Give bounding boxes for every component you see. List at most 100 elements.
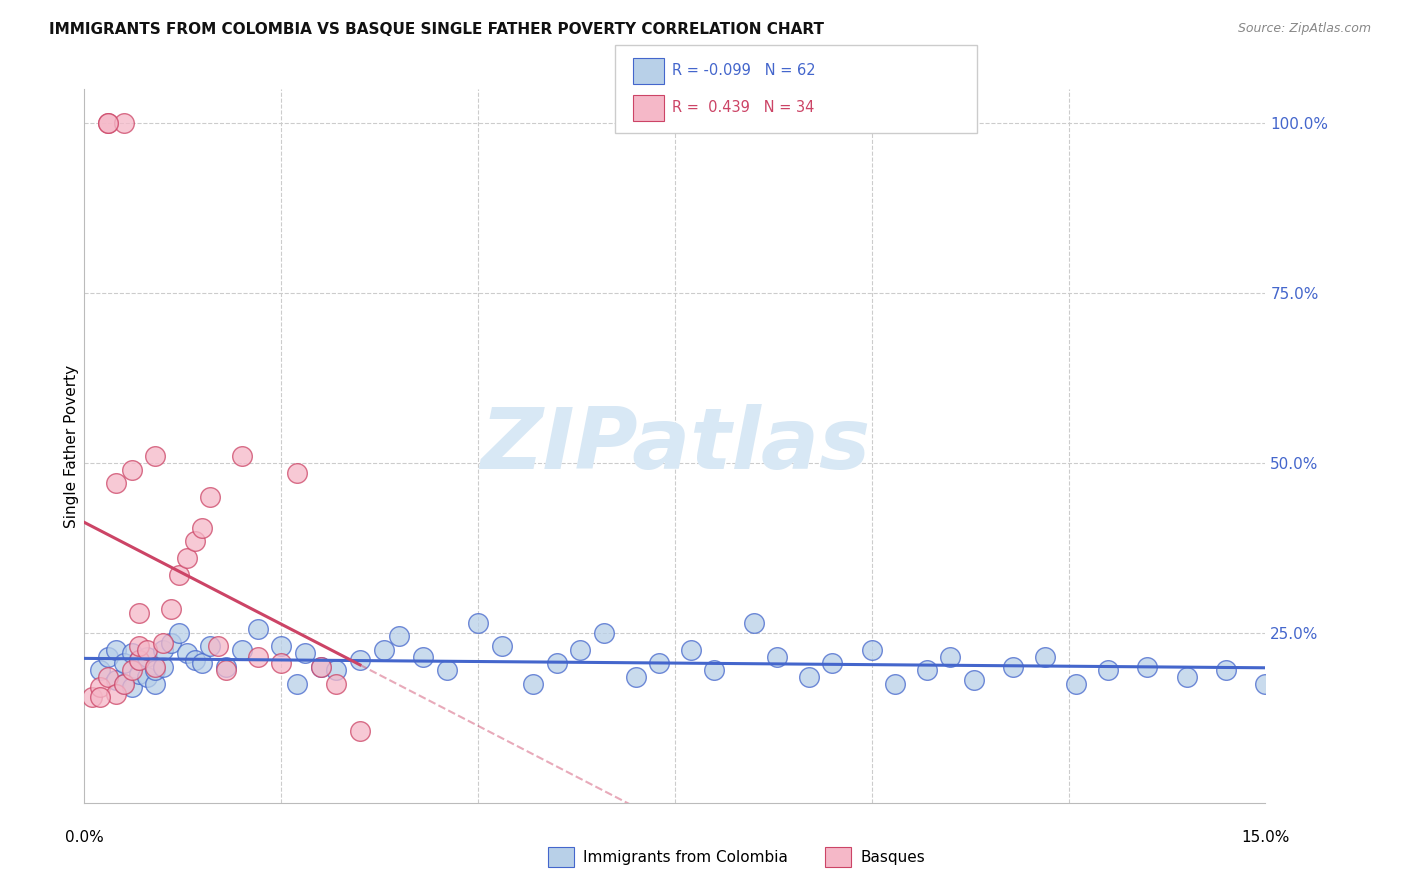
Point (215, 663, 238, 677)
Point (821, 657, 844, 671)
Point (89, 690, 111, 705)
Point (97, 670, 120, 684)
Point (136, 670, 159, 684)
Point (191, 520, 214, 534)
Point (325, 663, 347, 677)
Point (143, 660, 166, 674)
Point (436, 663, 458, 677)
Point (121, 463, 143, 477)
Point (285, 466, 308, 480)
Point (294, 646, 316, 660)
Point (467, 615, 489, 630)
Point (939, 649, 962, 664)
Point (112, 657, 135, 671)
Point (121, 680, 143, 694)
Point (1254, 677, 1277, 691)
Point (1215, 663, 1237, 677)
Point (648, 657, 671, 671)
Point (349, 653, 371, 667)
Point (766, 649, 789, 664)
Point (593, 626, 616, 640)
Point (128, 653, 150, 667)
Y-axis label: Single Father Poverty: Single Father Poverty (63, 365, 79, 527)
Point (89, 680, 111, 694)
Point (136, 643, 159, 657)
Point (152, 660, 174, 674)
Point (104, 643, 127, 657)
Point (97, 116, 120, 130)
Point (128, 666, 150, 681)
Point (309, 660, 332, 674)
Point (207, 640, 229, 654)
Point (1033, 649, 1056, 664)
Point (624, 670, 647, 684)
Point (176, 551, 198, 566)
Point (128, 606, 150, 620)
Point (128, 640, 150, 654)
Point (270, 657, 292, 671)
Text: 15.0%: 15.0% (1241, 830, 1289, 845)
Point (325, 677, 347, 691)
Point (679, 643, 702, 657)
Text: R =  0.439   N = 34: R = 0.439 N = 34 (672, 100, 814, 115)
Point (121, 646, 143, 660)
Point (200, 640, 222, 654)
Text: 0.0%: 0.0% (65, 830, 104, 845)
Point (742, 615, 765, 630)
Text: Immigrants from Colombia: Immigrants from Colombia (583, 850, 789, 864)
Point (200, 490, 222, 504)
Point (112, 677, 135, 691)
Point (309, 660, 332, 674)
Point (183, 653, 205, 667)
Point (270, 640, 292, 654)
Point (143, 663, 166, 677)
Text: R = -0.099   N = 62: R = -0.099 N = 62 (672, 63, 815, 78)
Text: Basques: Basques (860, 850, 925, 864)
Point (160, 636, 183, 650)
Point (246, 623, 269, 637)
Point (963, 673, 986, 688)
Point (1175, 670, 1198, 684)
Point (522, 677, 544, 691)
Point (143, 677, 166, 691)
Point (112, 116, 135, 130)
Point (285, 677, 308, 691)
Point (546, 657, 568, 671)
Point (246, 649, 269, 664)
Point (373, 643, 395, 657)
Point (231, 449, 253, 463)
Point (183, 534, 205, 549)
Point (1002, 660, 1025, 674)
Point (121, 663, 143, 677)
Point (491, 640, 513, 654)
Point (412, 649, 434, 664)
Point (152, 636, 174, 650)
Text: Source: ZipAtlas.com: Source: ZipAtlas.com (1237, 22, 1371, 36)
Text: ZIPatlas: ZIPatlas (479, 404, 870, 488)
Point (89, 663, 111, 677)
Point (915, 663, 938, 677)
Point (97, 116, 120, 130)
Point (1097, 663, 1119, 677)
Point (104, 687, 127, 701)
Point (860, 643, 883, 657)
Point (215, 660, 238, 674)
Point (152, 643, 174, 657)
Point (703, 663, 725, 677)
Text: IMMIGRANTS FROM COLOMBIA VS BASQUE SINGLE FATHER POVERTY CORRELATION CHART: IMMIGRANTS FROM COLOMBIA VS BASQUE SINGL… (49, 22, 824, 37)
Point (349, 724, 371, 739)
Point (112, 677, 135, 691)
Point (884, 677, 907, 691)
Point (104, 673, 127, 688)
Point (388, 629, 411, 643)
Point (1066, 677, 1088, 691)
Point (128, 653, 150, 667)
Point (104, 476, 127, 491)
Point (160, 602, 183, 616)
Point (167, 626, 190, 640)
Point (82, 690, 104, 705)
Point (136, 649, 159, 664)
Point (143, 449, 166, 463)
Point (191, 657, 214, 671)
Point (569, 643, 592, 657)
